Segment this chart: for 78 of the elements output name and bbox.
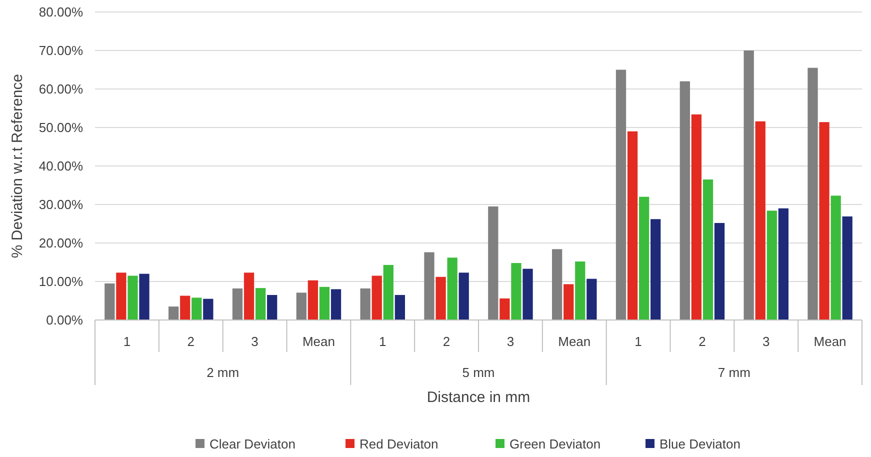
bar — [244, 272, 254, 320]
bar — [511, 263, 522, 320]
x-tick-label: 2 — [698, 334, 706, 349]
bar — [168, 306, 179, 320]
x-tick-label: 1 — [634, 334, 642, 349]
x-tick-label: 3 — [251, 334, 258, 349]
bar — [819, 122, 830, 320]
bar — [691, 114, 702, 320]
y-tick-label: 60.00% — [38, 82, 84, 97]
x-axis-title: Distance in mm — [426, 389, 530, 406]
bar — [766, 210, 777, 320]
bar — [192, 298, 202, 320]
bar — [128, 276, 138, 320]
bar — [139, 274, 150, 320]
bar — [436, 276, 446, 320]
y-tick-label: 40.00% — [38, 158, 84, 174]
bar — [372, 276, 382, 320]
y-axis-title: % Deviation w.r.t Reference — [9, 74, 26, 258]
x-tick-label: 3 — [506, 334, 514, 349]
bar — [564, 284, 574, 320]
bar — [267, 294, 278, 320]
y-tick-label: 0.00% — [46, 312, 84, 328]
x-tick-label: Mean — [558, 334, 591, 349]
bar — [842, 216, 852, 320]
y-tick-label: 30.00% — [38, 197, 84, 212]
bar — [627, 131, 638, 320]
bar — [255, 288, 266, 320]
y-tick-label: 70.00% — [38, 43, 84, 58]
y-tick-label: 80.00% — [38, 4, 84, 20]
bar — [586, 278, 597, 320]
x-tick-label: 3 — [762, 334, 770, 349]
bar — [808, 68, 818, 320]
y-tick-label: 50.00% — [38, 120, 84, 136]
x-tick-label: Mean — [302, 334, 335, 349]
x-tick-label: Mean — [814, 334, 846, 349]
bar — [702, 179, 714, 320]
text: 5 mm — [462, 365, 495, 380]
bar — [296, 292, 306, 320]
bar — [116, 272, 126, 320]
bar — [500, 298, 510, 320]
bar — [552, 249, 562, 320]
bar — [488, 206, 498, 320]
bar — [522, 268, 533, 320]
legend-label: Clear Deviaton — [210, 436, 296, 452]
bar — [714, 222, 725, 320]
x-tick-label: 2 — [442, 334, 450, 349]
bar — [616, 70, 626, 320]
bar — [360, 288, 370, 320]
bar — [575, 261, 586, 320]
y-tick-label: 20.00% — [38, 236, 84, 251]
bar — [830, 196, 841, 320]
bar — [394, 294, 405, 320]
bar — [680, 81, 690, 320]
bar — [330, 289, 342, 320]
text: 7 mm — [718, 365, 750, 380]
bar — [744, 50, 754, 320]
bar — [447, 258, 458, 320]
bar — [104, 283, 115, 320]
bar — [424, 252, 434, 320]
bar — [232, 288, 243, 320]
bar — [638, 196, 650, 320]
text: 2 mm — [206, 365, 240, 380]
bar — [383, 264, 394, 320]
bar — [180, 296, 190, 320]
bar — [458, 272, 469, 320]
legend-label: Green Deviaton — [510, 436, 601, 452]
bar — [650, 219, 661, 320]
x-tick-label: 1 — [123, 334, 131, 349]
bar — [319, 286, 330, 320]
legend-label: Blue Deviaton — [660, 436, 740, 452]
bar — [203, 298, 214, 320]
x-tick-label: 2 — [187, 334, 194, 349]
legend-label: Red Deviaton — [360, 436, 438, 452]
bar — [778, 208, 788, 320]
bar — [308, 280, 318, 320]
x-tick-label: 1 — [379, 334, 386, 349]
y-tick-label: 10.00% — [38, 274, 84, 290]
bar — [755, 121, 766, 320]
